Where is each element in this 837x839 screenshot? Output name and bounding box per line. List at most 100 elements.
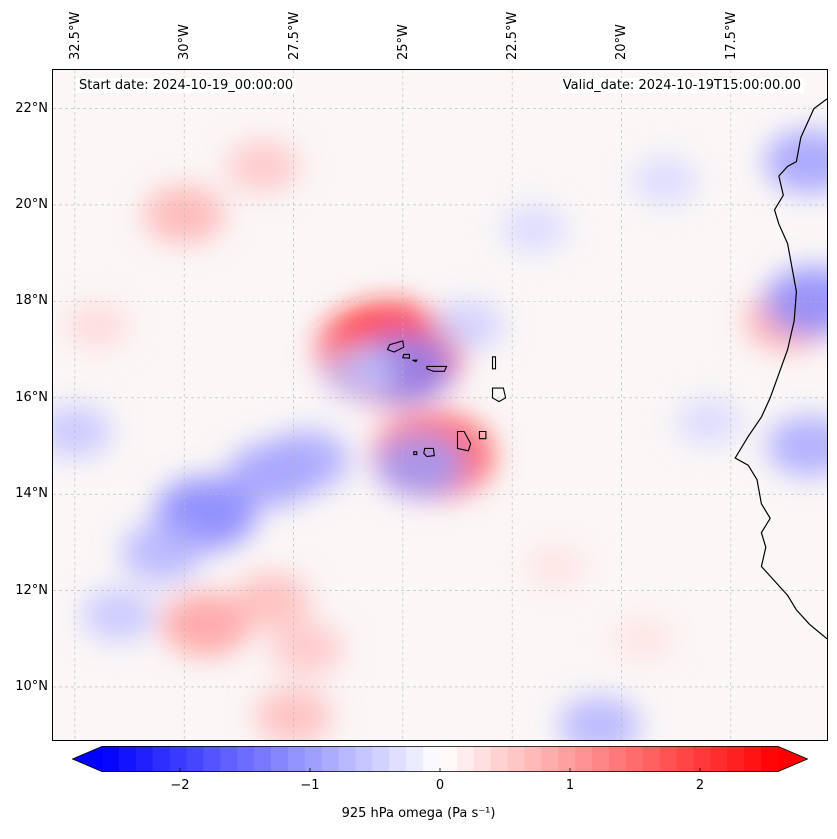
colorbar-segment xyxy=(676,746,694,772)
colorbar-segment xyxy=(237,746,255,772)
colorbar-tick-label: 0 xyxy=(435,778,445,793)
latitude-tick-label: 12°N xyxy=(15,582,48,598)
omega-feature xyxy=(53,405,112,458)
latitude-tick-label: 18°N xyxy=(15,293,48,309)
latitude-tick-label: 16°N xyxy=(15,389,48,405)
valid-date-label: Valid_date: 2024-10-19T15:00:00.00 xyxy=(559,78,804,93)
colorbar-segment xyxy=(355,746,373,772)
colorbar-segment xyxy=(440,746,458,772)
santiago-island xyxy=(456,430,472,452)
latitude-tick-label: 22°N xyxy=(15,100,48,116)
colorbar-segment xyxy=(372,746,390,772)
colorbar-segment xyxy=(575,746,593,772)
maio-island xyxy=(478,430,487,440)
colorbar-segment xyxy=(609,746,627,772)
colorbar-segment xyxy=(456,746,475,772)
omega-feature xyxy=(161,592,251,657)
omega-feature xyxy=(500,205,568,253)
start-date-label: Start date: 2024-10-19_00:00:00 xyxy=(76,78,297,93)
colorbar-segment xyxy=(254,746,272,772)
boa-vista-island xyxy=(491,387,507,403)
colorbar-segment xyxy=(118,746,137,772)
omega-feature xyxy=(612,616,675,661)
colorbar-segment xyxy=(304,746,323,772)
brava-island xyxy=(413,451,418,456)
colorbar-tick-label: −1 xyxy=(300,778,320,793)
colorbar-tick-label: 2 xyxy=(695,778,705,793)
colorbar-segment xyxy=(287,746,306,772)
map-panel[interactable] xyxy=(52,69,828,741)
colorbar-segment xyxy=(169,746,187,772)
santa-luzia-island xyxy=(412,359,418,363)
omega-feature xyxy=(121,522,204,582)
longitude-tick-label: 20°W xyxy=(614,24,630,60)
omega-feature xyxy=(766,415,827,477)
colorbar-outline xyxy=(71,746,809,772)
omega-feature xyxy=(232,572,311,629)
west-africa-coastline xyxy=(734,98,827,640)
omega-feature xyxy=(433,300,504,351)
colorbar-segment xyxy=(271,746,289,772)
colorbar-tick-label: −2 xyxy=(170,778,190,793)
longitude-tick-label: 17.5°W xyxy=(723,11,739,60)
omega-feature xyxy=(558,696,641,740)
colorbar-segment xyxy=(203,746,221,772)
longitude-tick-label: 32.5°W xyxy=(67,11,83,60)
omega-field-map xyxy=(53,70,827,740)
omega-feature xyxy=(81,588,156,642)
sao-nicolau-island xyxy=(426,365,448,372)
colorbar-segment xyxy=(592,746,610,772)
colorbar-tick-label: 1 xyxy=(565,778,575,793)
gridlines xyxy=(53,70,827,740)
colorbar-label: 925 hPa omega (Pa s⁻¹) xyxy=(341,806,496,821)
colorbar-segment xyxy=(710,746,728,772)
colorbar-segment xyxy=(524,746,542,772)
latitude-tick-label: 20°N xyxy=(15,196,48,212)
longitude-tick-label: 25°W xyxy=(395,24,411,60)
omega-feature xyxy=(322,347,397,401)
colorbar-segment xyxy=(507,746,525,772)
colorbar-segment xyxy=(406,746,424,772)
sal-island xyxy=(491,356,497,370)
omega-feature xyxy=(269,622,344,675)
omega-feature xyxy=(263,429,350,492)
field-layer xyxy=(53,129,827,740)
longitude-tick-label: 30°W xyxy=(177,24,193,60)
omega-feature xyxy=(632,157,699,205)
longitude-tick-label: 27.5°W xyxy=(286,11,302,60)
colorbar-segment xyxy=(693,746,711,772)
colorbar-extend-low xyxy=(72,746,102,772)
omega-feature xyxy=(63,301,130,350)
colorbar-segment xyxy=(389,746,407,772)
fogo-island xyxy=(423,447,435,458)
colorbar-segment xyxy=(490,746,509,772)
colorbar-segment xyxy=(642,746,661,772)
omega-feature xyxy=(675,398,742,446)
omega-feature xyxy=(225,140,300,193)
omega-feature xyxy=(524,544,587,589)
sao-vicente-island xyxy=(402,353,410,359)
latitude-tick-label: 14°N xyxy=(15,486,48,502)
colorbar-segment xyxy=(659,746,678,772)
colorbar-segment xyxy=(744,746,762,772)
colorbar-segment xyxy=(186,746,204,772)
latitude-tick-label: 10°N xyxy=(15,678,48,694)
colorbar xyxy=(71,746,809,772)
colorbar-segment xyxy=(558,746,576,772)
omega-feature xyxy=(375,433,466,498)
colorbar-extend-high xyxy=(778,746,808,772)
colorbar-segment xyxy=(220,746,238,772)
colorbar-segment xyxy=(338,746,356,772)
colorbar-segment xyxy=(761,746,779,772)
santo-antao-island xyxy=(386,340,405,353)
colorbar-segment xyxy=(625,746,644,772)
coastline-layer xyxy=(386,98,827,640)
colorbar-segment xyxy=(423,746,441,772)
colorbar-segment xyxy=(727,746,745,772)
colorbar-segment xyxy=(135,746,154,772)
colorbar-segment xyxy=(473,746,492,772)
colorbar-segment xyxy=(102,746,120,772)
colorbar-segment xyxy=(152,746,171,772)
colorbar-segment xyxy=(321,746,340,772)
longitude-tick-label: 22.5°W xyxy=(505,11,521,60)
